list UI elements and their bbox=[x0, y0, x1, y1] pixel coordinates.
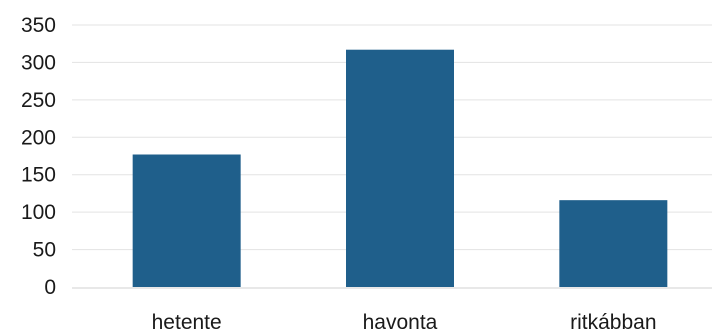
y-tick-label: 200 bbox=[21, 126, 56, 149]
y-tick-label: 50 bbox=[33, 239, 56, 262]
x-axis-labels: hetente havonta ritkábban bbox=[152, 311, 657, 332]
y-axis-ticks: 0 50 100 150 200 250 300 350 bbox=[21, 14, 56, 299]
x-tick-label: havonta bbox=[363, 311, 438, 332]
bar-havonta bbox=[346, 49, 454, 288]
bar-hetente bbox=[132, 154, 241, 287]
y-tick-label: 150 bbox=[21, 164, 56, 187]
y-tick-label: 300 bbox=[21, 51, 56, 74]
bars bbox=[132, 49, 668, 288]
y-tick-label: 250 bbox=[21, 89, 56, 112]
y-tick-label: 100 bbox=[21, 201, 56, 224]
x-tick-label: ritkábban bbox=[570, 311, 656, 332]
y-tick-label: 0 bbox=[44, 276, 56, 299]
x-tick-label: hetente bbox=[152, 311, 222, 332]
bar-ritkábban bbox=[559, 200, 668, 287]
y-tick-label: 350 bbox=[21, 14, 56, 37]
